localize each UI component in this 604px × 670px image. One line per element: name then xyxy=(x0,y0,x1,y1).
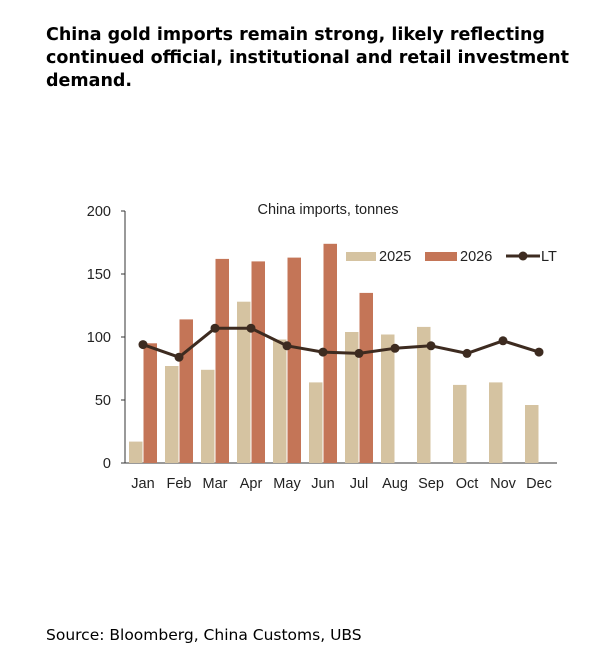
lt-point-oct xyxy=(462,348,472,358)
lt-point-mar xyxy=(210,323,220,333)
x-tick-label: Jan xyxy=(131,476,154,492)
lt-point-feb xyxy=(174,352,184,362)
bar-2026-may xyxy=(287,257,301,463)
bar-2025-sep xyxy=(417,326,431,463)
bar-2026-mar xyxy=(215,258,229,463)
bars xyxy=(129,243,539,463)
legend-label-2025: 2025 xyxy=(379,249,411,265)
bar-2025-may xyxy=(273,339,287,463)
x-tick-label: Aug xyxy=(382,476,408,492)
legend-swatch-2025 xyxy=(346,252,376,261)
legend-label-2026: 2026 xyxy=(460,249,492,265)
x-tick-label: Feb xyxy=(167,476,192,492)
x-tick-label: Oct xyxy=(456,476,479,492)
bar-2026-jan xyxy=(143,343,157,463)
legend-swatch-2026 xyxy=(425,252,457,261)
lt-point-jun xyxy=(318,347,328,357)
chart-title: China imports, tonnes xyxy=(257,202,398,218)
y-tick-label: 50 xyxy=(95,393,111,409)
x-tick-label: Jun xyxy=(311,476,334,492)
source-note: Source: Bloomberg, China Customs, UBS xyxy=(46,626,362,644)
lt-series-line xyxy=(142,326,540,359)
lt-line xyxy=(138,323,544,362)
lt-point-aug xyxy=(390,343,400,353)
bar-2025-apr xyxy=(237,301,251,463)
legend-label-lt: LT xyxy=(541,249,557,265)
x-tick-label: Apr xyxy=(240,476,263,492)
lt-point-jul xyxy=(354,348,364,358)
bar-2026-feb xyxy=(179,319,193,463)
series-2025 xyxy=(129,301,539,463)
x-tick-label: Sep xyxy=(418,476,444,492)
bar-2025-jan xyxy=(129,441,143,463)
y-tick-label: 100 xyxy=(87,330,111,346)
y-axis: 0 50 100 150 200 xyxy=(87,204,126,472)
lt-point-may xyxy=(282,341,292,351)
chart-headline: China gold imports remain strong, likely… xyxy=(46,25,569,91)
bar-2025-feb xyxy=(165,366,179,463)
x-tick-label: May xyxy=(273,476,301,492)
bar-2026-apr xyxy=(251,261,265,463)
x-tick-label: Mar xyxy=(203,476,228,492)
bar-2025-mar xyxy=(201,369,215,463)
y-tick-label: 200 xyxy=(87,204,111,220)
x-tick-label: Dec xyxy=(526,476,552,492)
legend-marker-lt xyxy=(518,251,528,261)
bar-2026-jul xyxy=(359,292,373,463)
bar-2025-nov xyxy=(489,382,503,463)
lt-point-apr xyxy=(246,323,256,333)
bar-2025-jul xyxy=(345,332,359,463)
series-2026 xyxy=(143,243,373,463)
bar-2025-oct xyxy=(453,384,467,463)
x-axis: Jan Feb Mar Apr May Jun Jul Aug Sep Oct Nov Dec xyxy=(125,462,557,492)
y-tick-label: 150 xyxy=(87,267,111,283)
y-tick-label: 0 xyxy=(103,456,111,472)
x-tick-label: Nov xyxy=(490,476,517,492)
bar-2025-aug xyxy=(381,334,395,463)
x-tick-label: Jul xyxy=(350,476,369,492)
bar-2025-dec xyxy=(525,405,539,463)
lt-point-sep xyxy=(426,341,436,351)
lt-point-dec xyxy=(534,347,544,357)
lt-point-nov xyxy=(498,336,508,346)
bar-2025-jun xyxy=(309,382,323,463)
lt-point-jan xyxy=(138,340,148,350)
legend: 2025 2026 LT xyxy=(346,249,557,265)
